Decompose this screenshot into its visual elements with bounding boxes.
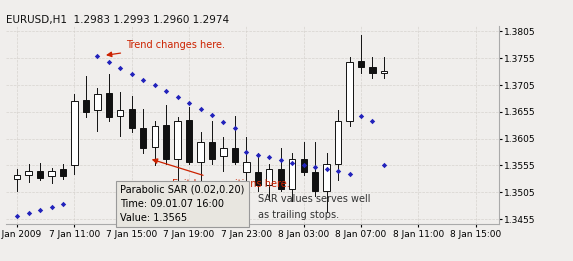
Bar <box>312 173 319 191</box>
Text: Parabolic SAR (0.02,0.20)
Time: 09.01.07 16:00
Value: 1.3565: Parabolic SAR (0.02,0.20) Time: 09.01.07… <box>120 185 245 223</box>
Bar <box>60 169 66 176</box>
Text: SAR values serves well
as trailing stops.: SAR values serves well as trailing stops… <box>258 194 370 220</box>
Bar <box>25 171 32 175</box>
Bar <box>48 171 55 176</box>
Bar <box>14 175 21 179</box>
Bar <box>289 158 296 188</box>
Bar <box>220 148 227 156</box>
Text: EURUSD,H1  1.2983 1.2993 1.2960 1.2974: EURUSD,H1 1.2983 1.2993 1.2960 1.2974 <box>6 15 229 25</box>
Bar <box>231 148 238 162</box>
Bar <box>174 121 180 158</box>
Bar <box>186 120 192 162</box>
Bar <box>358 61 364 67</box>
Bar <box>197 143 204 162</box>
Bar <box>37 171 44 178</box>
Bar <box>346 62 352 121</box>
Bar <box>369 67 376 73</box>
Bar <box>209 143 215 158</box>
Bar <box>83 99 89 112</box>
Bar <box>71 101 77 165</box>
Bar <box>140 128 147 148</box>
Text: Exit long positions here.: Exit long positions here. <box>153 159 289 189</box>
Bar <box>151 126 158 147</box>
Text: Trend changes here.: Trend changes here. <box>107 40 225 57</box>
Bar <box>94 94 100 110</box>
Bar <box>117 110 124 116</box>
Bar <box>323 164 330 191</box>
Bar <box>335 121 342 164</box>
Bar <box>163 125 170 158</box>
Bar <box>266 169 273 185</box>
Bar <box>243 162 250 173</box>
Bar <box>300 158 307 173</box>
Bar <box>277 169 284 188</box>
Bar <box>380 70 387 73</box>
Bar <box>254 173 261 185</box>
Bar <box>105 93 112 117</box>
Bar <box>128 109 135 128</box>
